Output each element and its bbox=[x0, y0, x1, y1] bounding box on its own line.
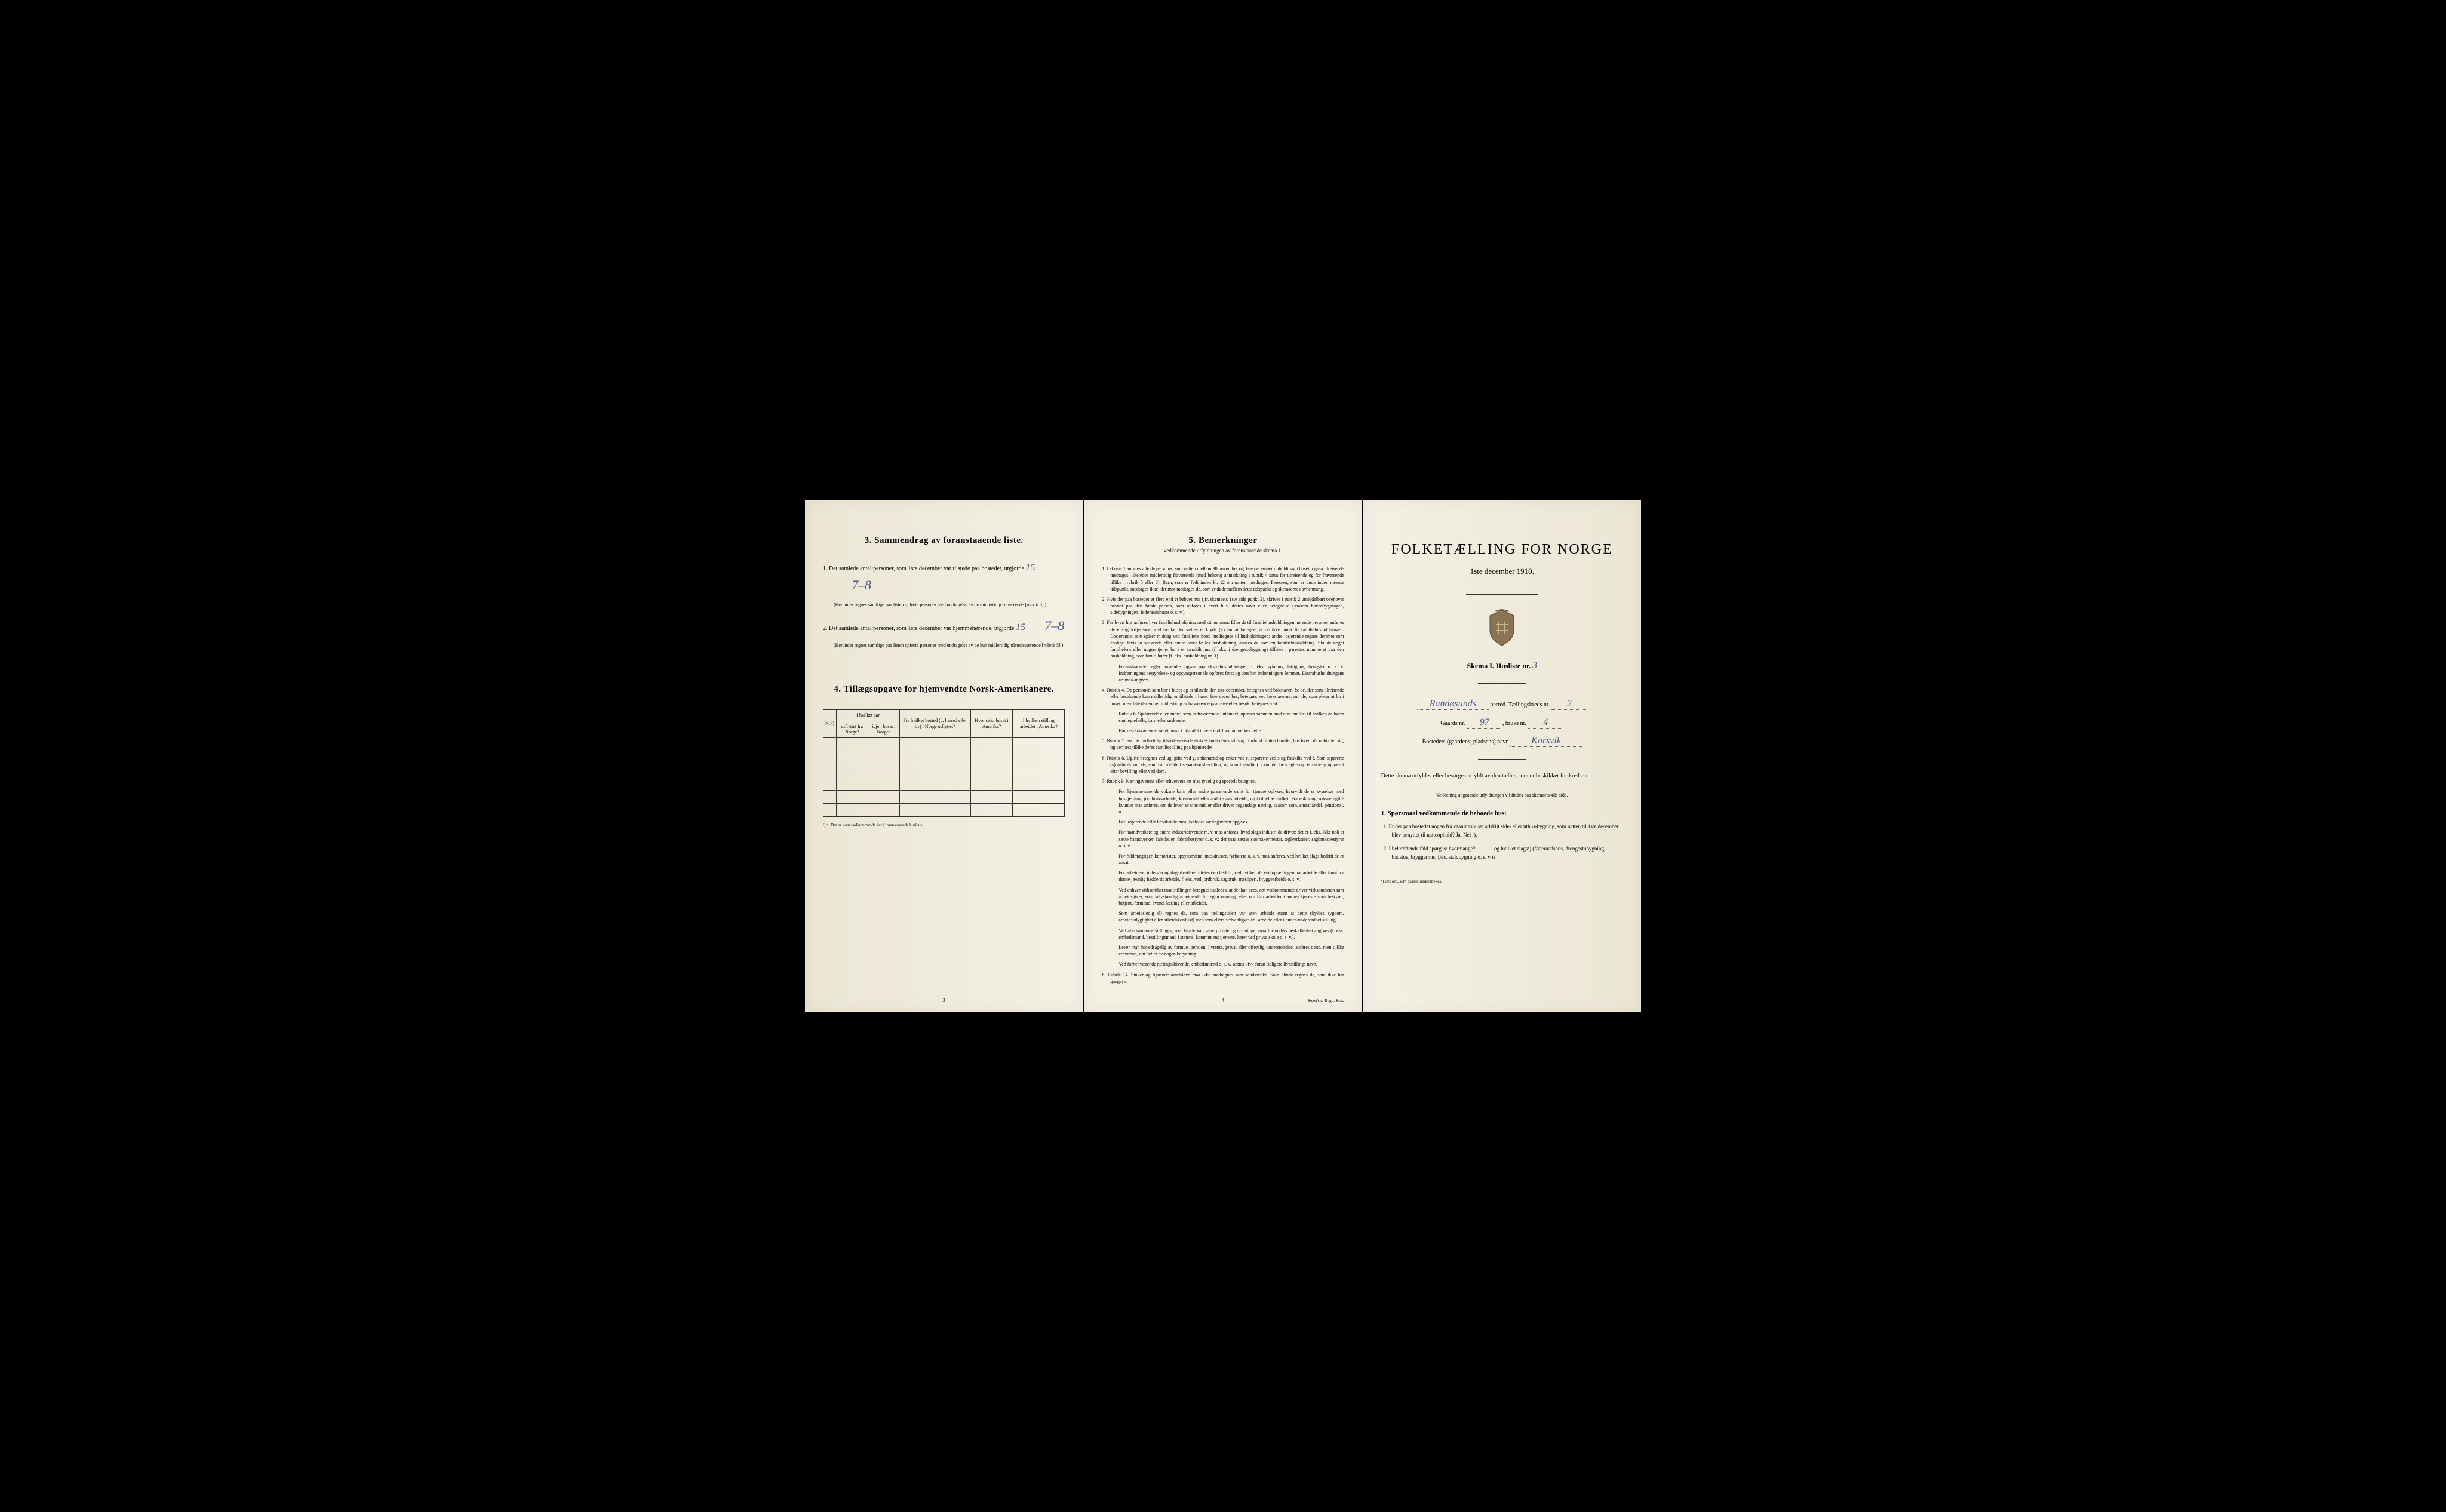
table-row bbox=[823, 777, 1065, 790]
husliste-nr: 3 bbox=[1532, 660, 1537, 671]
summary-item-1: 1. Det samlede antal personer, som 1ste … bbox=[823, 561, 1065, 595]
table-row bbox=[823, 751, 1065, 764]
remark-7-extra-0: For hjemmeværende voksne barn eller andr… bbox=[1110, 788, 1344, 815]
item1-count: 15 bbox=[1025, 563, 1035, 573]
page3-footnote: ¹) Det ord, som passer, understrekes. bbox=[1381, 879, 1623, 884]
census-title: FOLKETÆLLING FOR NORGE bbox=[1381, 542, 1623, 558]
item2-note: (Herunder regnes samtlige paa listen opf… bbox=[834, 643, 1065, 649]
table-row bbox=[823, 790, 1065, 803]
section-5-title: 5. Bemerkninger bbox=[1102, 536, 1344, 546]
remark-7-extra-4: For arbeidere, inderster og dagarbeidere… bbox=[1110, 869, 1344, 883]
filler-instructions: Dette skema utfyldes eller besørges utfy… bbox=[1381, 772, 1623, 780]
remark-7-extra-2: For haandverkere og andre industridriven… bbox=[1110, 829, 1344, 849]
guidance-note: Veiledning angaaende utfyldningen vil fi… bbox=[1381, 792, 1623, 798]
remark-7: 7. Rubrik 9. Næringsveiens eller erhverv… bbox=[1102, 778, 1344, 785]
th-occ: I hvilken stilling arbeidet i Amerika? bbox=[1013, 709, 1065, 737]
bruk-value: 4 bbox=[1528, 717, 1563, 729]
summary-item-2: 2. Det samlede antal personer, som 1ste … bbox=[823, 616, 1065, 635]
herred-value: Randøsunds bbox=[1417, 699, 1489, 710]
question-2: 2. I bekræftende fald spørges: hvormange… bbox=[1392, 845, 1623, 861]
divider bbox=[1466, 594, 1538, 595]
page-number-2: 4 bbox=[1222, 997, 1225, 1003]
remark-2: 2. Hvis der paa bostedet er flere end ét… bbox=[1102, 596, 1344, 616]
remark-1: 1. I skema 1 anføres alle de personer, s… bbox=[1102, 566, 1344, 592]
remark-7-extra-5: Ved enhver virksomhet maa stillingen bet… bbox=[1110, 887, 1344, 907]
th-from: Fra hvilket bosted (ɔ: herred eller by) … bbox=[900, 709, 970, 737]
kreds-value: 2 bbox=[1551, 699, 1587, 710]
question-1: 1. Er der paa bostedet nogen fra vaaning… bbox=[1392, 823, 1623, 839]
schema-line: Skema I. Husliste nr. 3 bbox=[1381, 660, 1623, 671]
item2-count: 15 bbox=[1016, 622, 1025, 632]
remark-4: 4. Rubrik 4. De personer, som bor i huse… bbox=[1102, 687, 1344, 707]
page-3: FOLKETÆLLING FOR NORGE 1ste december 191… bbox=[1363, 500, 1641, 1012]
page-number-1: 3 bbox=[942, 997, 945, 1003]
section-5-subtitle: vedkommende utfyldningen av foranstaaend… bbox=[1102, 548, 1344, 554]
remark-7-extra-1: For losjerende eller besøkende maa likel… bbox=[1110, 819, 1344, 825]
item2-correction: 7–8 bbox=[1044, 618, 1064, 633]
coat-of-arms-icon bbox=[1484, 607, 1520, 649]
remark-3: 3. For hvert hus anføres hver familiehus… bbox=[1102, 619, 1344, 659]
bosted-value: Korsvik bbox=[1510, 736, 1582, 747]
printer-mark: Steen'ske Bogtr. Kr.a. bbox=[1308, 998, 1344, 1003]
gaard-value: 97 bbox=[1467, 717, 1502, 729]
bosted-line: Bostedets (gaardens, pladsens) navn Kors… bbox=[1381, 736, 1623, 747]
table-footnote: ¹) ɔ: Det nr. som vedkommende har i fora… bbox=[823, 823, 1065, 828]
question-header: 1. Spørsmaal vedkommende de beboede hus: bbox=[1381, 810, 1623, 817]
remark-7-extra-9: Ved forhenværende næringsdrivende, embed… bbox=[1110, 961, 1344, 967]
remark-5: 5. Rubrik 7. For de midlertidig tilstede… bbox=[1102, 737, 1344, 751]
remark-4-extra2: Har den fraværende været bosat i utlande… bbox=[1110, 727, 1344, 734]
remark-7-extra-6: Som arbeidsledig (l) regnes de, som paa … bbox=[1110, 910, 1344, 923]
table-row bbox=[823, 803, 1065, 816]
remark-7-extra-8: Lever man hovedsagelig av formue, pensio… bbox=[1110, 944, 1344, 957]
remark-4-extra1: Rubrik 6. Sjøfarende eller andre, som er… bbox=[1110, 711, 1344, 724]
remark-8: 8. Rubrik 14. Sinker og lignende aandslø… bbox=[1102, 972, 1344, 985]
page-2: 5. Bemerkninger vedkommende utfyldningen… bbox=[1084, 500, 1362, 1012]
divider bbox=[1478, 759, 1526, 760]
emigrants-table: Nr.¹) I hvilket aar Fra hvilket bosted (… bbox=[823, 709, 1065, 817]
census-date: 1ste december 1910. bbox=[1381, 567, 1623, 576]
item1-note: (Herunder regnes samtlige paa listen opf… bbox=[834, 602, 1065, 608]
th-last: Hvor sidst bosat i Amerika? bbox=[970, 709, 1013, 737]
th-returned: igjen bosat i Norge? bbox=[868, 721, 899, 737]
table-row bbox=[823, 764, 1065, 777]
gaard-line: Gaards nr. 97, bruks nr. 4 bbox=[1381, 717, 1623, 729]
census-document: 3. Sammendrag av foranstaaende liste. 1.… bbox=[805, 500, 1641, 1012]
herred-line: Randøsunds herred. Tællingskreds nr. 2 bbox=[1381, 699, 1623, 710]
remark-3-extra: Foranstaaende regler anvendes ogsaa paa … bbox=[1110, 663, 1344, 684]
th-nr: Nr.¹) bbox=[823, 709, 837, 737]
table-row bbox=[823, 737, 1065, 751]
item1-correction: 7–8 bbox=[852, 577, 871, 592]
section-3-title: 3. Sammendrag av foranstaaende liste. bbox=[823, 536, 1065, 546]
th-year-group: I hvilket aar bbox=[837, 709, 900, 721]
section-4-title: 4. Tillægsopgave for hjemvendte Norsk-Am… bbox=[823, 684, 1065, 694]
remark-6: 6. Rubrik 8. Ugifte betegnes ved ug, gif… bbox=[1102, 755, 1344, 775]
remark-7-extra-3: For fuldmægtiger, kontorister, opsynsmæn… bbox=[1110, 853, 1344, 866]
divider bbox=[1478, 683, 1526, 684]
th-emigrated: utflyttet fra Norge? bbox=[837, 721, 868, 737]
remark-7-extra-7: Ved alle saadanne stillinger, som baade … bbox=[1110, 927, 1344, 941]
page-1: 3. Sammendrag av foranstaaende liste. 1.… bbox=[805, 500, 1083, 1012]
